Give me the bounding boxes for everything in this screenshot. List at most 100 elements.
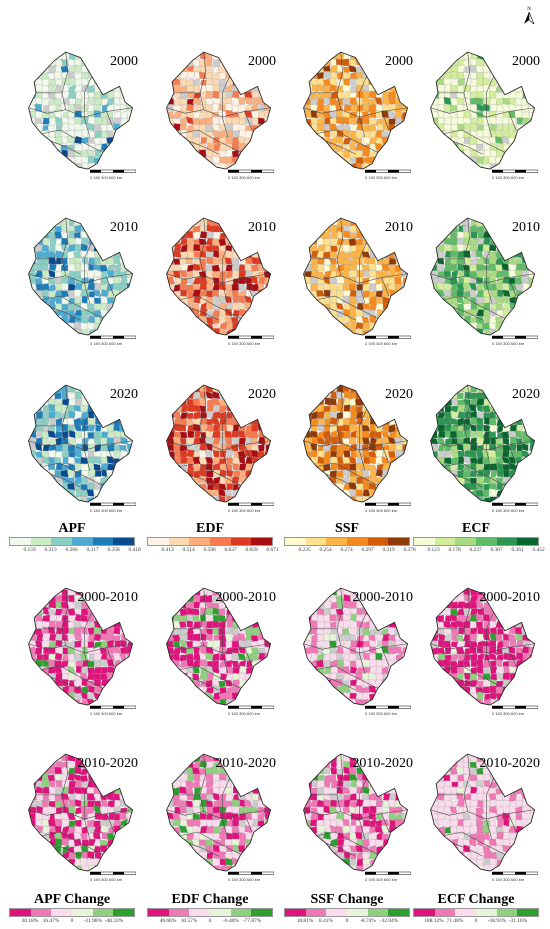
county-cell — [41, 693, 50, 701]
county-cell — [400, 156, 408, 164]
county-cell — [28, 168, 31, 170]
county-cell — [54, 231, 63, 239]
county-cell — [323, 231, 331, 240]
county-cell — [375, 64, 382, 73]
county-cell — [238, 323, 246, 331]
county-cell — [231, 117, 240, 125]
county-cell — [369, 130, 378, 138]
county-cell — [264, 621, 271, 629]
county-cell — [430, 230, 438, 239]
county-cell — [238, 136, 245, 145]
county-cell — [93, 385, 101, 387]
county-cell — [239, 58, 247, 67]
county-cell — [199, 250, 208, 259]
county-cell — [444, 149, 452, 158]
county-cell — [133, 156, 140, 164]
county-cell — [225, 117, 233, 125]
county-cell — [74, 588, 83, 590]
county-cell — [238, 218, 245, 220]
county-cell — [67, 163, 76, 170]
county-cell — [180, 316, 189, 324]
county-cell — [238, 283, 247, 291]
county-cell — [112, 404, 122, 413]
county-cell — [271, 244, 278, 252]
county-cell — [303, 78, 306, 86]
county-cell — [450, 52, 458, 60]
county-cell — [28, 399, 30, 406]
county-cell — [521, 111, 530, 119]
county-cell — [430, 144, 433, 152]
choropleth-map — [28, 51, 140, 170]
county-cell — [187, 588, 195, 596]
county-cell — [55, 588, 62, 590]
county-cell — [28, 309, 36, 318]
county-cell — [362, 149, 371, 158]
county-cell — [355, 289, 364, 298]
county-cell — [166, 296, 168, 304]
county-cell — [41, 218, 50, 227]
province-boundary — [316, 129, 378, 153]
county-cell — [126, 412, 133, 420]
county-cell — [174, 391, 182, 400]
county-cell — [87, 85, 96, 94]
county-cell — [510, 218, 517, 221]
county-cell — [450, 117, 459, 125]
county-cell — [303, 71, 306, 80]
county-cell — [316, 290, 325, 298]
county-cell — [86, 250, 95, 259]
county-cell — [106, 238, 115, 246]
county-cell — [114, 680, 122, 687]
county-cell — [522, 411, 530, 420]
county-cell — [251, 302, 259, 311]
county-cell — [192, 218, 202, 220]
county-cell — [35, 391, 43, 400]
county-cell — [238, 613, 247, 622]
county-cell — [375, 230, 384, 239]
county-cell — [450, 495, 458, 503]
county-cell — [425, 503, 433, 511]
county-cell — [270, 263, 271, 272]
county-cell — [73, 692, 82, 701]
scale-bar-labels: 0 150 300 600 km — [365, 175, 398, 180]
county-cell — [113, 71, 120, 80]
county-cell — [132, 143, 133, 151]
county-cell — [514, 303, 524, 311]
county-cell — [322, 52, 331, 54]
county-cell — [349, 218, 357, 221]
county-cell — [120, 78, 128, 86]
county-cell — [232, 588, 240, 590]
county-cell — [244, 263, 252, 272]
period-label: 2020 — [512, 387, 540, 402]
county-cell — [309, 315, 319, 324]
county-cell — [443, 271, 451, 278]
county-cell — [362, 290, 370, 298]
county-cell — [120, 470, 129, 479]
county-cell — [502, 245, 511, 253]
county-cell — [317, 328, 326, 336]
county-cell — [476, 144, 484, 151]
county-cell — [166, 302, 175, 311]
choropleth-map — [166, 587, 272, 706]
county-cell — [310, 110, 319, 119]
county-cell — [304, 502, 311, 509]
county-cell — [43, 218, 50, 220]
county-cell — [231, 52, 241, 55]
county-cell — [303, 450, 306, 458]
county-cell — [335, 328, 345, 336]
county-cell — [30, 321, 37, 330]
county-cell — [47, 92, 57, 99]
county-cell — [259, 608, 267, 617]
county-cell — [28, 672, 36, 681]
province-boundary — [61, 52, 68, 110]
county-cell — [88, 633, 96, 643]
county-cell — [470, 308, 478, 317]
county-cell — [430, 322, 433, 330]
county-cell — [81, 707, 88, 714]
county-cell — [55, 496, 63, 503]
county-cell — [509, 72, 517, 80]
county-cell — [134, 627, 140, 635]
county-cell — [304, 321, 313, 330]
county-cell — [244, 404, 253, 413]
county-cell — [48, 438, 57, 446]
county-cell — [112, 470, 120, 478]
